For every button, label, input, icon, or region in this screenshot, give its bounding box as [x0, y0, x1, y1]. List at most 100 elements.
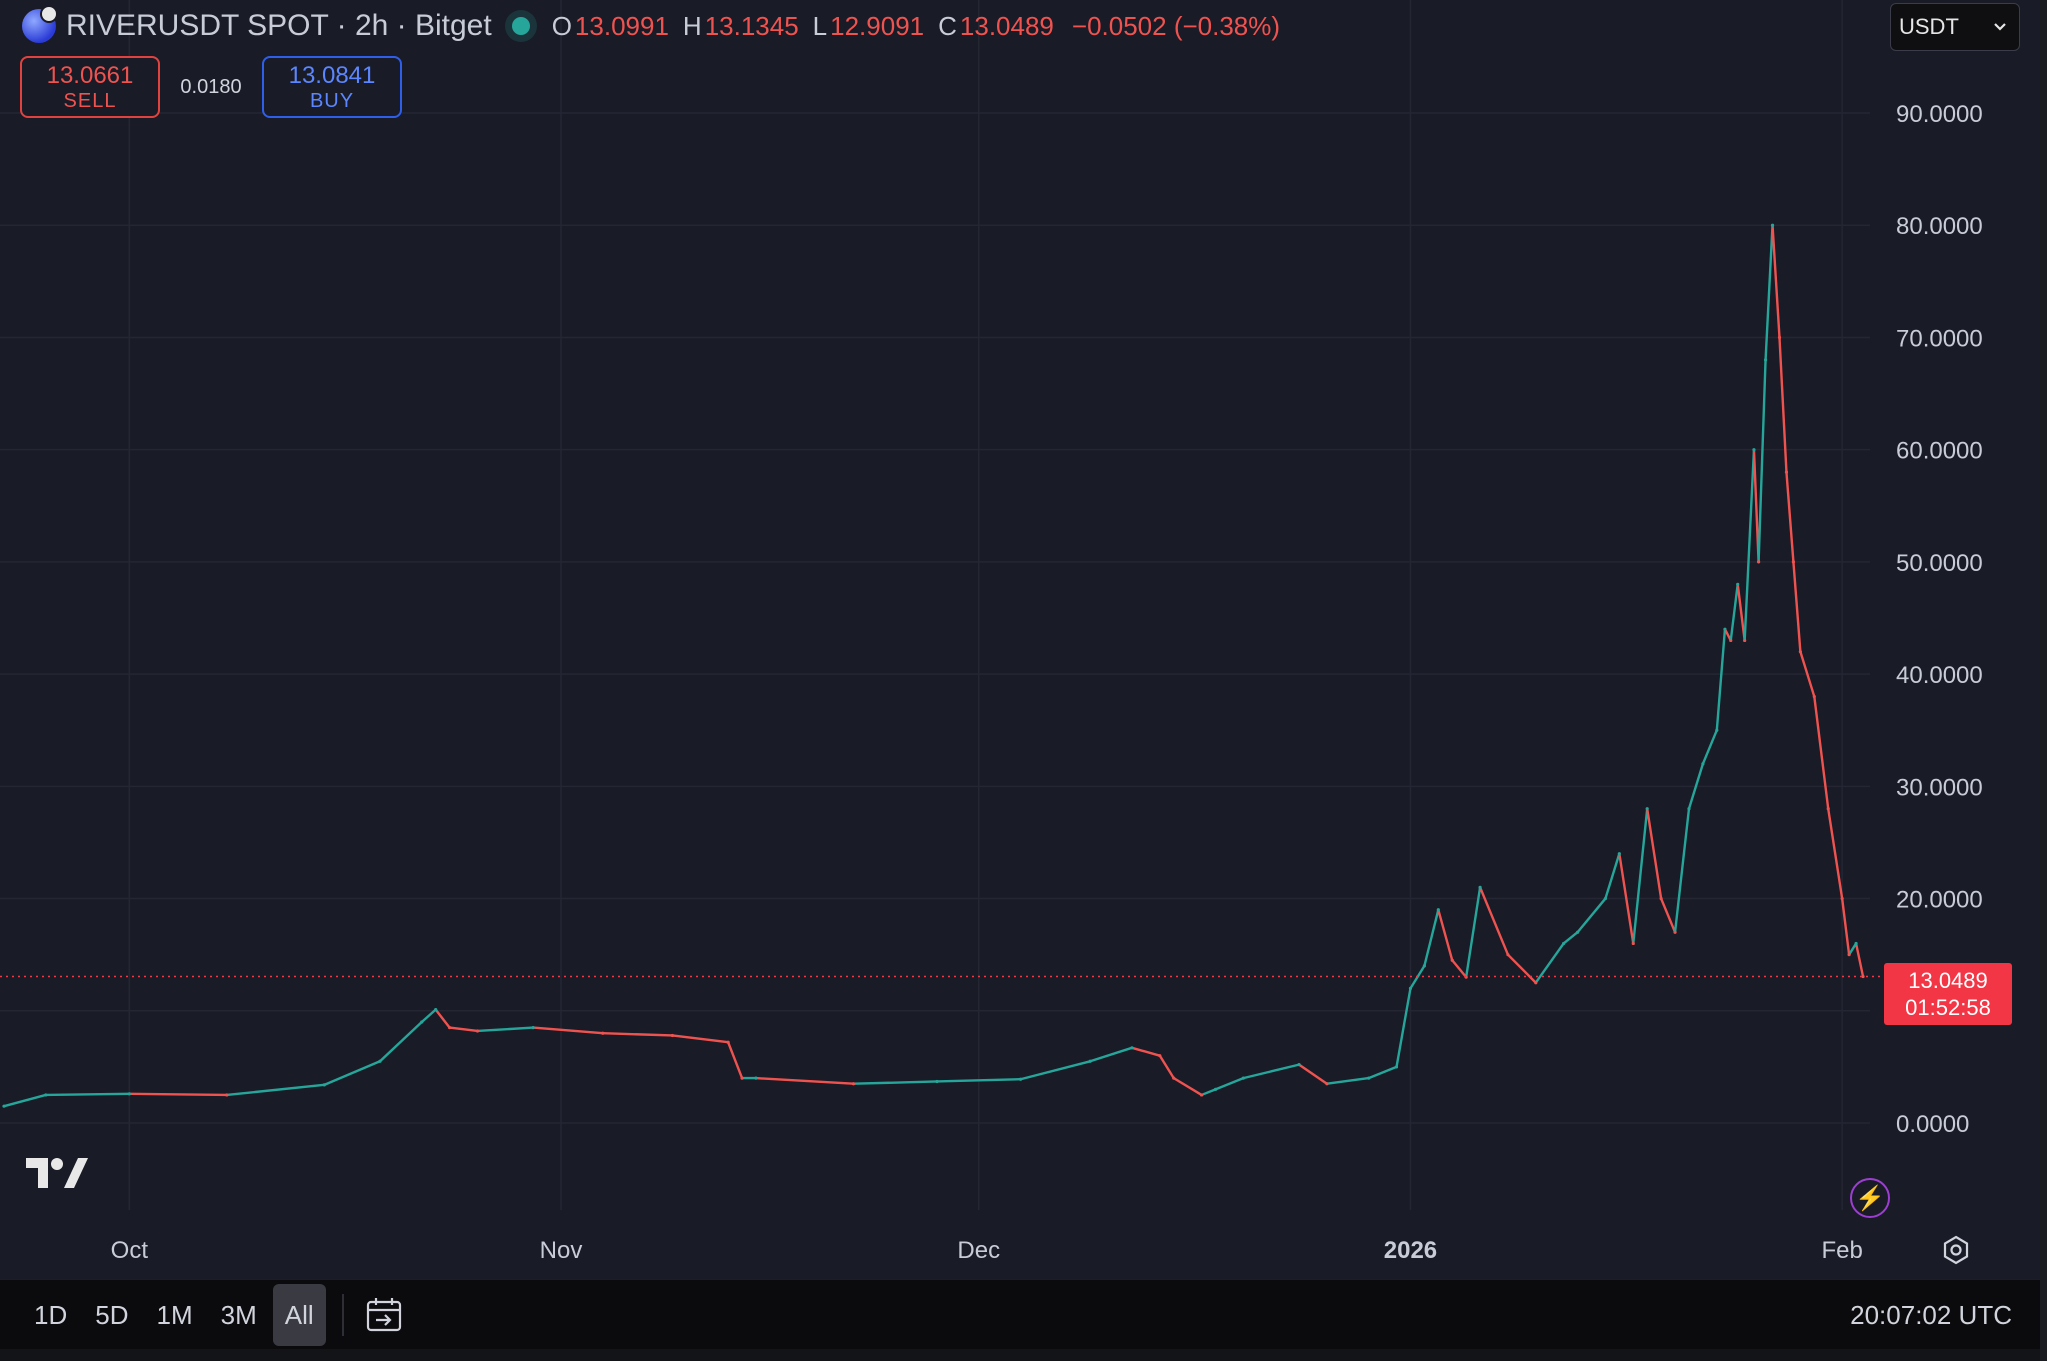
- calendar-goto-icon[interactable]: [364, 1295, 404, 1335]
- ohlc-close-value: 13.0489: [959, 10, 1054, 41]
- price-point: [1631, 941, 1635, 946]
- ohlc-values: O 13.0991 H 13.1345 L 12.9091 C 13.0489: [552, 11, 1054, 42]
- ohlc-low-value: 12.9091: [830, 10, 925, 41]
- price-segment: [1715, 628, 1727, 732]
- price-segment: [1437, 908, 1454, 962]
- chevron-down-icon: [1994, 23, 2006, 31]
- price-segment: [1771, 224, 1781, 339]
- price-point: [1723, 627, 1727, 631]
- price-point: [1798, 650, 1802, 654]
- price-point: [1687, 807, 1691, 811]
- price-point: [1506, 953, 1510, 957]
- sell-button[interactable]: 13.0661 SELL: [20, 56, 160, 118]
- price-point: [754, 1076, 758, 1080]
- price-point: [1199, 1093, 1204, 1097]
- price-point: [1088, 1059, 1092, 1063]
- price-segment: [1325, 1076, 1370, 1085]
- range-3m-button[interactable]: 3M: [220, 1299, 257, 1330]
- price-point: [1367, 1076, 1371, 1080]
- price-point: [726, 1040, 730, 1044]
- price-point: [127, 1092, 131, 1096]
- tradingview-logo-icon[interactable]: [26, 1158, 88, 1190]
- symbol-logo-icon: [22, 5, 58, 43]
- price-segment: [476, 1026, 535, 1033]
- price-segment: [1792, 560, 1802, 653]
- price-point: [1701, 762, 1705, 766]
- gear-icon[interactable]: [1940, 1234, 1972, 1266]
- x-tick-label: Oct: [111, 1237, 149, 1264]
- ohlc-high: H 13.1345: [683, 11, 799, 42]
- range-5d-button[interactable]: 5D: [95, 1299, 129, 1330]
- price-segment: [726, 1040, 744, 1080]
- price-segment: [671, 1034, 730, 1044]
- price-segment: [1854, 942, 1865, 978]
- y-tick-label: 40.0000: [1896, 662, 1983, 689]
- buy-button[interactable]: 13.0841 BUY: [262, 56, 402, 118]
- ohlc-low-label: L: [812, 10, 828, 41]
- price-point: [1394, 1065, 1399, 1069]
- price-segment: [1506, 953, 1537, 984]
- price-segment: [1576, 897, 1607, 934]
- price-segment: [1297, 1063, 1329, 1085]
- price-point: [1018, 1077, 1023, 1081]
- x-tick-label: Dec: [957, 1237, 1000, 1264]
- price-point: [601, 1031, 605, 1035]
- price-point: [1673, 930, 1677, 934]
- price-point: [740, 1076, 744, 1080]
- range-selector: 1D 5D 1M 3M All: [22, 1284, 404, 1346]
- price-segment: [1827, 807, 1844, 900]
- price-point: [2, 1104, 6, 1108]
- price-segment: [1813, 695, 1830, 810]
- price-segment: [1130, 1046, 1162, 1057]
- ohlc-low: L 12.9091: [813, 11, 924, 42]
- price-point: [1408, 986, 1413, 990]
- price-point: [1847, 953, 1851, 957]
- utc-clock: 20:07:02 UTC: [1850, 1300, 2012, 1330]
- price-point: [1812, 694, 1816, 699]
- price-point: [1736, 582, 1740, 586]
- ohlc-close-label: C: [938, 10, 957, 41]
- y-tick-label: 90.0000: [1896, 101, 1983, 128]
- range-1m-button[interactable]: 1M: [156, 1299, 193, 1330]
- price-segment: [420, 1008, 437, 1024]
- price-point: [434, 1008, 438, 1012]
- price-point: [1777, 335, 1782, 340]
- price-point: [322, 1083, 326, 1087]
- range-all-button[interactable]: All: [272, 1284, 326, 1346]
- price-point: [1297, 1063, 1301, 1067]
- lightning-icon[interactable]: ⚡: [1850, 1178, 1890, 1218]
- price-point: [531, 1026, 535, 1030]
- price-segment: [1778, 336, 1788, 474]
- price-segment: [1736, 583, 1746, 642]
- price-segment: [935, 1078, 1022, 1083]
- ohlc-close: C 13.0489: [938, 11, 1054, 42]
- sell-price: 13.0661: [46, 61, 134, 89]
- range-1d-button[interactable]: 1D: [34, 1299, 68, 1330]
- price-point: [1562, 941, 1566, 946]
- price-segment: [1645, 807, 1663, 900]
- price-segment: [1618, 852, 1635, 945]
- toolbar-divider: [341, 1294, 344, 1336]
- price-point: [1826, 807, 1830, 811]
- price-point: [1575, 930, 1580, 934]
- price-segment: [1757, 358, 1767, 564]
- y-tick-label: 20.0000: [1896, 887, 1983, 914]
- symbol-title[interactable]: RIVERUSDT SPOT · 2h · Bitget: [66, 9, 492, 42]
- price-segment: [225, 1083, 326, 1097]
- price-point: [1450, 958, 1454, 962]
- price-segment: [128, 1092, 229, 1097]
- currency-select[interactable]: USDT: [1890, 3, 2020, 51]
- price-segment: [1687, 762, 1705, 810]
- price-point: [935, 1079, 939, 1084]
- price-segment: [1478, 886, 1510, 956]
- bar-countdown: 01:52:58: [1905, 994, 1991, 1020]
- price-point: [1791, 560, 1796, 564]
- price-segment: [2, 1093, 47, 1108]
- bottom-scroll-edge: [0, 1349, 2040, 1361]
- x-tick-label: Feb: [1821, 1237, 1862, 1264]
- right-scroll-edge[interactable]: [2040, 0, 2047, 1361]
- price-segment: [1764, 224, 1774, 362]
